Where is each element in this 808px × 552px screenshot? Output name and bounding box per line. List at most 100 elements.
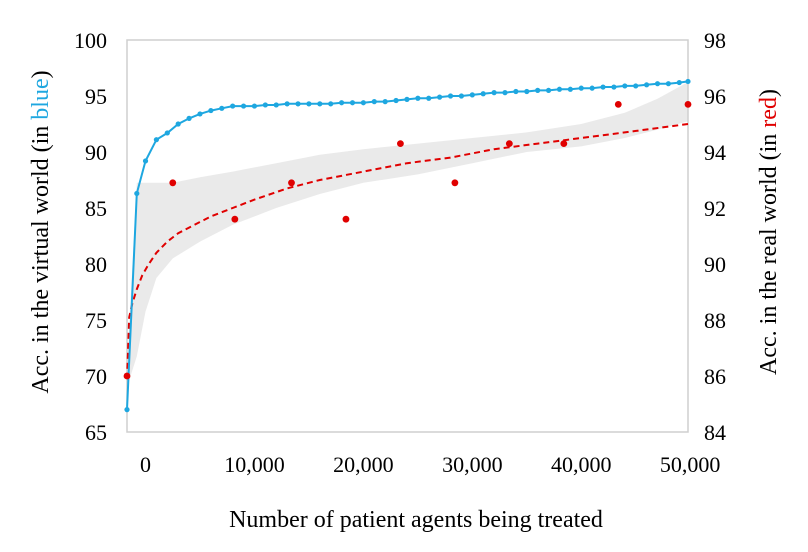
real-accuracy-point [505, 140, 513, 148]
virtual-accuracy-point [644, 82, 650, 88]
virtual-accuracy-point [513, 88, 519, 95]
virtual-accuracy-point [142, 158, 149, 164]
virtual-accuracy-point [633, 83, 639, 89]
x-tick-labels: 0 10,000 20,000 30,000 40,000 50,000 [140, 452, 720, 477]
right-y-axis-title: Acc. in the real world (in red) [756, 89, 782, 375]
right-y-tick-label: 96 [704, 84, 726, 109]
virtual-accuracy-point [447, 93, 454, 99]
virtual-accuracy-point [360, 100, 366, 106]
virtual-accuracy-point [535, 87, 541, 93]
right-y-tick-label: 92 [704, 196, 726, 221]
right-y-tick-label: 94 [704, 140, 726, 165]
left-y-tick-label: 70 [85, 364, 107, 389]
virtual-accuracy-series [124, 78, 691, 413]
x-axis-title: Number of patient agents being treated [229, 507, 603, 533]
virtual-accuracy-point [502, 90, 508, 96]
real-accuracy-trend-line [126, 123, 689, 379]
virtual-accuracy-point [186, 115, 192, 121]
real-accuracy-point [169, 179, 177, 187]
virtual-accuracy-point [153, 137, 160, 143]
real-accuracy-point [397, 140, 404, 148]
left-y-tick-label: 80 [85, 252, 107, 277]
virtual-accuracy-point [230, 103, 236, 109]
virtual-accuracy-point [622, 83, 628, 89]
right-y-tick-labels: 84 86 88 90 92 94 96 98 [704, 28, 726, 445]
left-y-tick-labels: 65 70 75 80 85 90 95 100 [74, 28, 107, 445]
virtual-accuracy-point [295, 101, 301, 107]
virtual-accuracy-point [338, 100, 345, 106]
virtual-accuracy-point [415, 95, 421, 101]
virtual-accuracy-point [426, 95, 432, 101]
left-y-tick-label: 65 [85, 420, 107, 445]
virtual-accuracy-point [284, 101, 290, 107]
plot-area-frame [126, 39, 689, 433]
virtual-accuracy-point [197, 111, 203, 117]
virtual-accuracy-point [134, 190, 140, 197]
right-y-tick-label: 98 [704, 28, 726, 53]
virtual-accuracy-point [600, 84, 606, 90]
x-tick-label: 40,000 [551, 452, 612, 477]
virtual-accuracy-point [404, 96, 410, 102]
left-y-tick-label: 75 [85, 308, 107, 333]
x-tick-label: 20,000 [333, 452, 394, 477]
virtual-accuracy-point [491, 90, 497, 96]
virtual-accuracy-point [589, 85, 595, 91]
right-y-tick-label: 84 [704, 420, 726, 445]
virtual-accuracy-point [611, 84, 617, 90]
real-accuracy-point [342, 215, 350, 223]
virtual-accuracy-point [317, 101, 323, 107]
right-y-tick-label: 88 [704, 308, 726, 333]
confidence-band-layer [127, 82, 688, 388]
left-y-tick-label: 85 [85, 196, 107, 221]
virtual-accuracy-point [251, 103, 258, 109]
x-tick-label: 30,000 [442, 452, 503, 477]
virtual-accuracy-point [164, 130, 170, 136]
virtual-accuracy-point [371, 99, 377, 105]
virtual-accuracy-point [349, 100, 356, 106]
right-y-tick-label: 86 [704, 364, 726, 389]
virtual-accuracy-point [665, 81, 671, 87]
real-accuracy-point [288, 179, 295, 187]
x-tick-label: 50,000 [660, 452, 721, 477]
virtual-accuracy-point [393, 97, 399, 104]
virtual-accuracy-point [208, 107, 214, 114]
virtual-accuracy-point [382, 99, 388, 105]
real-accuracy-point [451, 179, 459, 187]
virtual-accuracy-point [437, 94, 443, 100]
virtual-accuracy-point [524, 88, 530, 95]
virtual-accuracy-point [306, 101, 312, 107]
virtual-accuracy-point [676, 79, 682, 86]
virtual-accuracy-point [175, 121, 181, 127]
virtual-accuracy-point [240, 103, 247, 109]
virtual-accuracy-point [654, 81, 661, 87]
virtual-accuracy-point [262, 102, 268, 108]
right-y-tick-label: 90 [704, 252, 726, 277]
real-accuracy-point [123, 372, 131, 380]
left-y-tick-label: 90 [85, 140, 107, 165]
virtual-accuracy-point [578, 85, 584, 91]
virtual-accuracy-point [567, 86, 573, 92]
virtual-accuracy-point [124, 407, 130, 413]
virtual-accuracy-point [273, 102, 279, 108]
real-accuracy-point [231, 215, 239, 223]
confidence-band [127, 82, 688, 388]
real-accuracy-point [614, 101, 622, 108]
virtual-accuracy-point [219, 105, 225, 111]
virtual-accuracy-point [545, 87, 552, 93]
left-y-tick-label: 95 [85, 84, 107, 109]
real-accuracy-point [560, 140, 568, 148]
left-y-axis-title: Acc. in the virtual world (in blue) [28, 70, 54, 393]
virtual-accuracy-point [685, 78, 691, 85]
fit-line-layer [126, 123, 689, 379]
x-tick-label: 10,000 [224, 452, 285, 477]
virtual-accuracy-point [556, 86, 563, 92]
real-accuracy-series [123, 101, 692, 380]
real-accuracy-point [684, 101, 692, 108]
left-y-tick-label: 100 [74, 28, 107, 53]
x-tick-label: 0 [140, 452, 151, 477]
virtual-accuracy-point [328, 101, 334, 107]
virtual-accuracy-point [469, 92, 475, 98]
virtual-accuracy-point [480, 91, 486, 97]
